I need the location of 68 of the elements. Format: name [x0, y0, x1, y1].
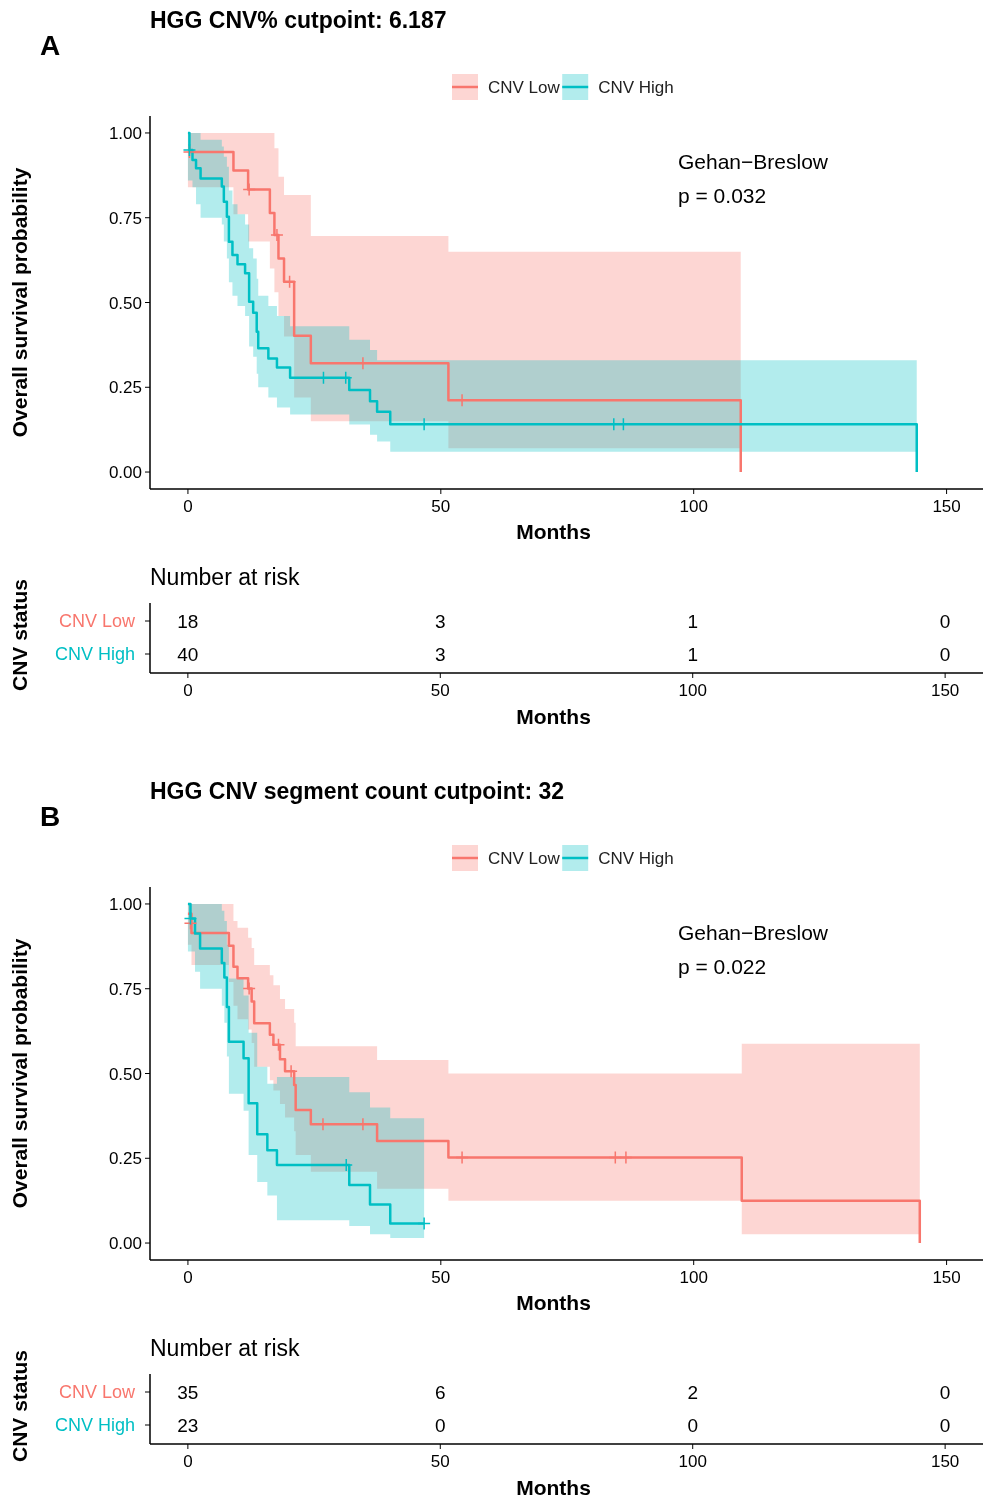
y-tick-label: 0.00	[108, 1234, 142, 1254]
y-tick-label: CNV Low	[58, 1382, 136, 1402]
x-tick-label: 150	[930, 681, 960, 700]
x-tick-label: 0	[183, 1268, 193, 1287]
annotation: Gehan−Breslow	[678, 150, 829, 173]
x-tick-label: 50	[430, 1452, 450, 1471]
annotation: p = 0.022	[678, 955, 767, 978]
data-label: 23	[177, 1415, 199, 1436]
data-label: 6	[435, 1382, 446, 1403]
y-tick-label: 0.25	[108, 1149, 142, 1169]
x-axis-title: Months	[516, 1291, 591, 1314]
x-tick-label: 150	[930, 1452, 960, 1471]
annotation: Gehan−Breslow	[678, 921, 829, 944]
y-tick-label: CNV High	[54, 644, 135, 664]
y-tick-label: 0.25	[108, 378, 142, 398]
x-tick-label: 0	[183, 681, 193, 700]
x-tick-label: 100	[678, 681, 707, 700]
legend-label: CNV Low	[488, 849, 561, 868]
chart-title: Number at risk	[150, 1335, 301, 1361]
x-axis-title: Months	[516, 705, 591, 728]
y-tick-label: 1.00	[108, 894, 142, 914]
x-axis-title: Months	[516, 1476, 591, 1499]
y-tick-label: 1.00	[108, 123, 142, 143]
data-label: 0	[687, 1415, 698, 1436]
y-axis-title: CNV status	[8, 578, 31, 692]
chart-title: Number at risk	[150, 564, 301, 590]
data-label: 0	[939, 1415, 951, 1436]
x-tick-label: 0	[183, 497, 193, 516]
x-tick-label: 100	[679, 497, 708, 516]
y-axis-title: CNV status	[8, 1349, 31, 1463]
data-label: 35	[177, 1382, 199, 1403]
x-tick-label: 150	[932, 1268, 961, 1287]
x-tick-label: 100	[679, 1268, 708, 1287]
chart-title: HGG CNV segment count cutpoint: 32	[150, 778, 565, 804]
annotation: p = 0.032	[678, 184, 767, 207]
legend-label: CNV High	[598, 849, 674, 868]
x-tick-label: 150	[932, 497, 961, 516]
data-label: 1	[687, 611, 698, 632]
y-tick-label: 0.75	[108, 208, 142, 228]
y-tick-label: 0.50	[108, 1064, 142, 1084]
y-tick-label: 0.00	[108, 463, 142, 483]
data-label: 40	[177, 644, 199, 665]
y-tick-label: 0.50	[108, 293, 142, 313]
y-tick-label: CNV High	[54, 1415, 135, 1435]
data-label: 3	[435, 611, 446, 632]
data-label: 1	[687, 644, 698, 665]
text: A	[40, 30, 61, 61]
data-label: 0	[435, 1415, 446, 1436]
legend-label: CNV Low	[488, 78, 561, 97]
data-label: 0	[939, 1382, 951, 1403]
data-label: 2	[687, 1382, 698, 1403]
data-label: 18	[177, 611, 199, 632]
x-tick-label: 0	[183, 1452, 193, 1471]
x-tick-label: 50	[431, 497, 451, 516]
x-tick-label: 100	[678, 1452, 707, 1471]
data-label: 3	[435, 644, 446, 665]
data-label: 0	[939, 611, 951, 632]
x-tick-label: 50	[430, 681, 450, 700]
x-axis-title: Months	[516, 520, 591, 543]
chart-title: HGG CNV% cutpoint: 6.187	[150, 7, 447, 33]
legend-label: CNV High	[598, 78, 674, 97]
y-tick-label: 0.75	[108, 979, 142, 999]
x-tick-label: 50	[431, 1268, 451, 1287]
y-axis-title: Overall survival probability	[8, 938, 31, 1209]
y-axis-title: Overall survival probability	[8, 167, 31, 438]
text: B	[40, 801, 61, 832]
y-tick-label: CNV Low	[58, 611, 136, 631]
data-label: 0	[939, 644, 951, 665]
